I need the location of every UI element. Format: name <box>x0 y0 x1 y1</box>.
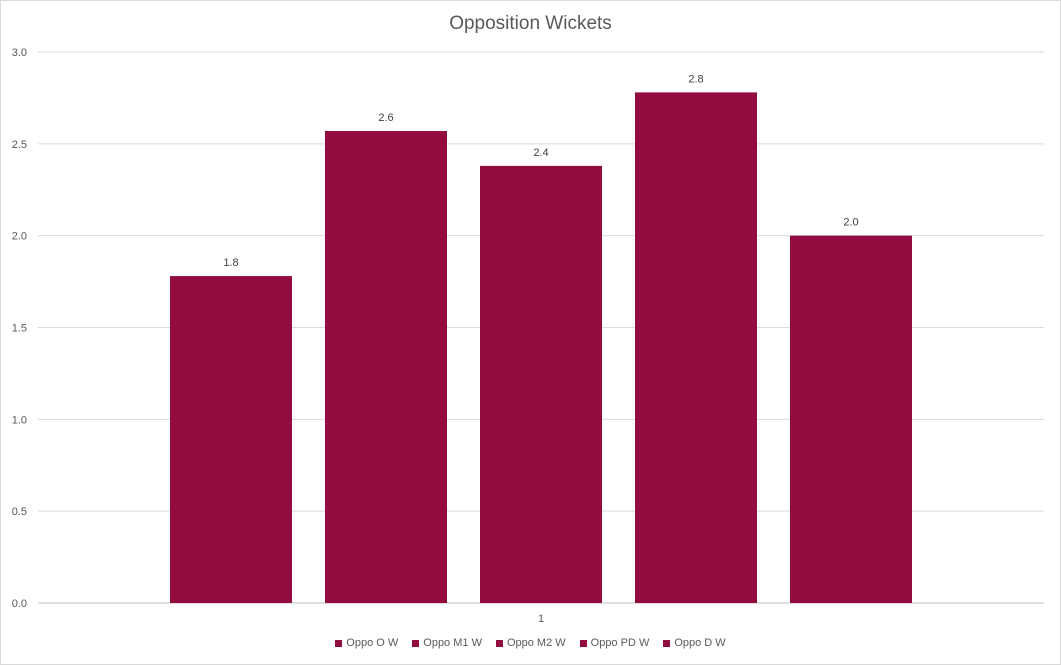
legend: Oppo O W Oppo M1 W Oppo M2 W Oppo PD W Oppo … <box>1 637 1060 649</box>
legend-label: Oppo M1 W <box>423 637 482 649</box>
bar <box>170 276 292 603</box>
legend-swatch <box>335 639 343 647</box>
data-label: 2.6 <box>378 112 393 124</box>
legend-swatch <box>495 639 503 647</box>
data-label: 2.4 <box>533 147 548 159</box>
data-label: 2.0 <box>843 217 858 229</box>
legend-swatch <box>579 639 587 647</box>
y-tick-label: 0.0 <box>12 598 27 610</box>
legend-label: Oppo M2 W <box>506 637 566 649</box>
y-tick-label: 2.5 <box>12 139 27 151</box>
bar <box>480 165 602 603</box>
chart-title: Opposition Wickets <box>449 13 612 34</box>
bar <box>635 92 757 603</box>
bar <box>790 235 912 603</box>
bar <box>325 130 447 603</box>
legend-label: Oppo O W <box>346 637 399 649</box>
legend-item: Oppo M2 W <box>495 637 566 649</box>
y-tick-label: 1.0 <box>12 414 27 426</box>
legend-item: Oppo PD W <box>579 637 650 649</box>
data-label: 2.8 <box>688 73 703 85</box>
y-tick-label: 3.0 <box>12 47 27 59</box>
data-label: 1.8 <box>223 257 238 269</box>
x-tick-label: 1 <box>538 613 544 625</box>
legend-item: Oppo M1 W <box>412 637 482 649</box>
legend-item: Oppo D W <box>663 637 726 649</box>
legend-label: Oppo PD W <box>590 637 650 649</box>
legend-swatch <box>412 639 420 647</box>
y-tick-label: 1.5 <box>12 323 27 335</box>
legend-item: Oppo O W <box>335 637 398 649</box>
legend-swatch <box>663 639 671 647</box>
legend-label: Oppo D W <box>674 637 726 649</box>
y-tick-label: 2.0 <box>12 231 27 243</box>
y-tick-label: 0.5 <box>12 506 27 518</box>
